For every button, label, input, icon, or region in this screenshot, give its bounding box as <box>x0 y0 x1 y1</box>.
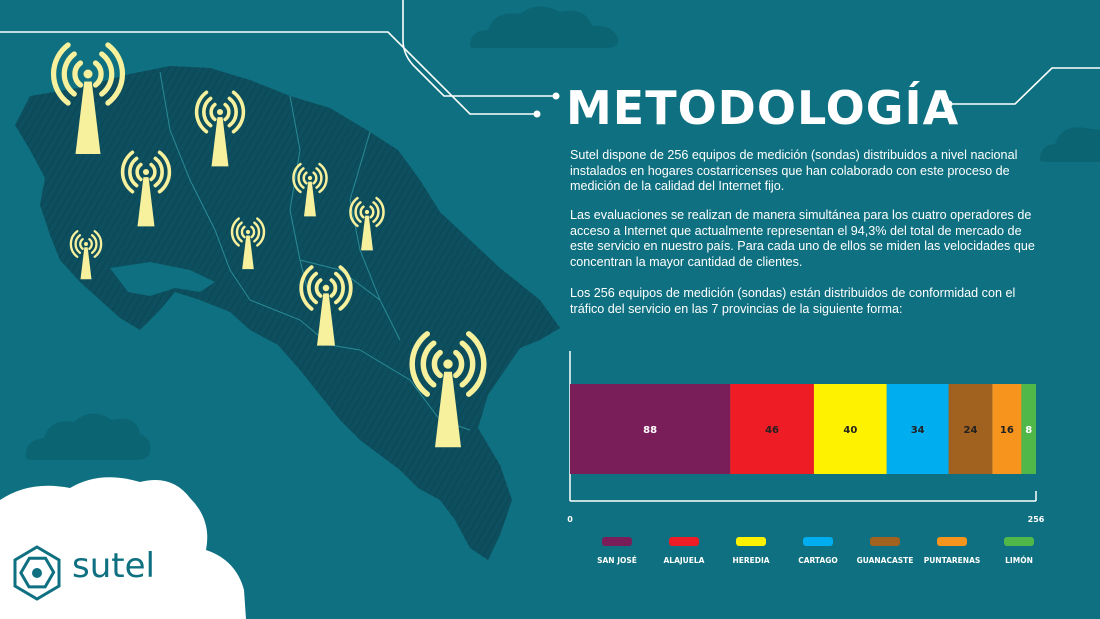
bar-segment <box>813 384 887 474</box>
paragraph-evaluaciones: Las evaluaciones se realizan de manera s… <box>570 208 1035 269</box>
legend-swatch <box>803 537 833 546</box>
bar-segment <box>1021 384 1036 474</box>
antenna-icon <box>292 162 328 217</box>
page-title: METODOLOGÍA <box>566 81 960 135</box>
legend-item: HEREDIA <box>716 537 786 565</box>
legend-item: PUNTARENAS <box>917 537 987 565</box>
bar-label: 16 <box>1000 425 1014 436</box>
legend-label: SAN JOSÉ <box>597 556 637 565</box>
chart-legend: SAN JOSÉ ALAJUELA HEREDIA CARTAGO GUANACASTE… <box>588 537 1038 577</box>
sutel-logo-text: sutel <box>72 546 155 586</box>
antenna-icon <box>349 196 385 251</box>
chart-canvas: 88 46 40 34 24 16 8 0 256 <box>567 351 1045 524</box>
tick-label: 0 <box>567 515 573 524</box>
antenna-icon <box>120 150 172 227</box>
legend-label: PUNTARENAS <box>923 556 981 565</box>
legend-swatch <box>736 537 766 546</box>
cloud-icon <box>470 6 619 48</box>
legend-swatch <box>870 537 900 546</box>
legend-label: CARTAGO <box>798 556 838 565</box>
antenna-icon <box>194 90 246 167</box>
legend-label: ALAJUELA <box>663 556 705 565</box>
antenna-icon <box>230 217 266 270</box>
bar-label: 24 <box>964 425 978 436</box>
bar-label: 40 <box>843 425 857 436</box>
bar-label: 88 <box>643 425 657 436</box>
line-dots <box>533 92 953 118</box>
legend-item: SAN JOSÉ <box>582 537 652 565</box>
bar-segment <box>570 384 731 474</box>
bar-label: 34 <box>911 425 925 436</box>
distribution-chart: 88 46 40 34 24 16 8 0 256 <box>560 345 1060 535</box>
bar-label: 8 <box>1025 425 1032 436</box>
antenna-icon <box>409 331 487 448</box>
bar-segment <box>948 384 993 474</box>
legend-label: GUANACASTE <box>856 556 914 565</box>
antenna-icon <box>50 42 126 154</box>
legend-item: GUANACASTE <box>850 537 920 565</box>
paragraph-distribucion: Los 256 equipos de medición (sondas) est… <box>570 286 1016 316</box>
legend-label: LIMÓN <box>1005 556 1033 565</box>
tick-label: 256 <box>1028 515 1045 524</box>
legend-label: HEREDIA <box>732 556 770 565</box>
legend-swatch <box>602 537 632 546</box>
bar-segment <box>730 384 814 474</box>
cloud-icon <box>25 413 151 460</box>
sutel-logo-icon <box>13 545 61 601</box>
legend-item: CARTAGO <box>783 537 853 565</box>
antennas-group <box>50 42 487 448</box>
paragraph-sondas: Sutel dispone de 256 equipos de medición… <box>570 148 1018 193</box>
bar-segment <box>992 384 1022 474</box>
bar-segment <box>886 384 949 474</box>
legend-swatch <box>669 537 699 546</box>
legend-item: LIMÓN <box>984 537 1054 565</box>
bar-label: 46 <box>765 425 779 436</box>
legend-swatch <box>1004 537 1034 546</box>
legend-swatch <box>937 537 967 546</box>
decorative-lines <box>0 0 1100 115</box>
legend-item: ALAJUELA <box>649 537 719 565</box>
cloud-icon <box>1040 127 1100 162</box>
antenna-icon <box>69 230 103 280</box>
